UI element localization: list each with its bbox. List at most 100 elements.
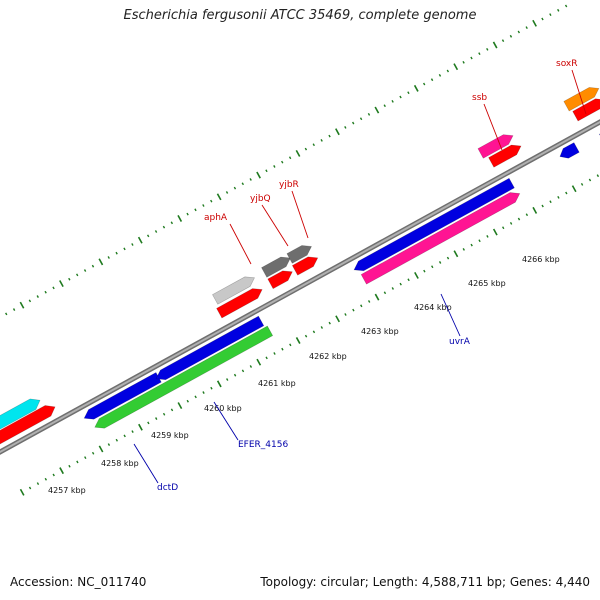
outer-tick-mark — [68, 277, 71, 281]
feature-gray-light — [212, 276, 256, 305]
inner-tick-mark — [517, 217, 521, 221]
outer-tick-mark — [478, 52, 481, 56]
feature-red-6 — [572, 98, 600, 122]
outer-tick-mark — [186, 212, 189, 216]
outer-tick-mark — [288, 156, 292, 160]
feature-red-1 — [0, 405, 56, 445]
outer-tick-mark — [335, 128, 340, 136]
outer-tick-mark — [146, 234, 150, 238]
inner-tick-mark — [170, 408, 174, 412]
outer-tick-mark — [352, 121, 355, 125]
outer-tick-mark — [541, 17, 544, 21]
scale-tick-label: 4257 kbp — [48, 486, 86, 495]
outer-tick-mark — [501, 39, 505, 43]
inner-tick-mark — [265, 356, 268, 360]
inner-tick-mark — [115, 438, 118, 442]
gene-callout-line — [291, 190, 309, 239]
outer-tick-mark — [407, 91, 410, 95]
inner-tick-mark — [502, 226, 505, 230]
outer-tick-mark — [131, 243, 134, 246]
inner-tick-mark — [407, 278, 410, 282]
outer-tick-mark — [170, 221, 174, 225]
outer-tick-mark — [5, 312, 8, 316]
feature-blue-4 — [559, 142, 580, 159]
outer-tick-mark — [525, 26, 528, 30]
inner-tick-mark — [453, 250, 459, 258]
backbone-highlight — [0, 120, 600, 454]
scale-tick-label: 4261 kbp — [258, 379, 296, 388]
scale-tick-label: 4263 kbp — [361, 327, 399, 336]
gene-callout-line — [571, 69, 587, 115]
outer-tick-mark — [98, 258, 104, 266]
inner-tick-mark — [525, 213, 529, 217]
gene-callout-line — [483, 103, 503, 151]
inner-tick-mark — [147, 421, 150, 425]
outer-tick-mark — [12, 308, 16, 311]
scale-tick-label: 4265 kbp — [468, 279, 506, 288]
outer-tick-mark — [399, 95, 402, 99]
inner-tick-mark — [478, 239, 481, 243]
outer-tick-mark — [453, 63, 459, 71]
outer-tick-mark — [241, 182, 244, 186]
outer-tick-mark — [492, 41, 498, 49]
inner-tick-mark — [557, 195, 560, 199]
inner-tick-mark — [68, 464, 71, 468]
outer-tick-mark — [328, 134, 331, 138]
inner-tick-mark — [295, 337, 301, 344]
inner-tick-mark — [399, 282, 402, 286]
inner-tick-mark — [320, 326, 324, 329]
scale-tick-label: 4260 kbp — [204, 404, 242, 413]
inner-tick-mark — [44, 477, 48, 481]
inner-tick-mark — [36, 482, 40, 486]
outer-tick-mark — [517, 30, 520, 34]
inner-tick-mark — [414, 271, 419, 279]
outer-tick-mark — [413, 84, 419, 92]
outer-tick-mark — [422, 82, 426, 86]
gene-callout-line — [229, 223, 252, 265]
inner-tick-mark — [138, 423, 143, 431]
scale-tick-label: 4258 kbp — [101, 459, 139, 468]
outer-tick-mark — [383, 104, 386, 108]
minor-ticks-group — [5, 4, 600, 496]
outer-tick-mark — [344, 126, 347, 129]
labels-group: 4257 kbp 4258 kbp 4259 kbp 4260 kbp 4261 kbp… — [48, 59, 587, 495]
feature-pink-2 — [360, 192, 521, 285]
inner-tick-mark — [91, 451, 95, 455]
outer-tick-mark — [91, 264, 95, 268]
inner-tick-mark — [383, 291, 387, 295]
outer-tick-mark — [19, 301, 25, 309]
outer-tick-mark — [154, 230, 158, 233]
outer-tick-mark — [249, 178, 252, 181]
outer-tick-mark — [304, 147, 308, 151]
inner-tick-mark — [374, 293, 380, 301]
inner-tick-mark — [28, 486, 32, 490]
inner-tick-mark — [462, 248, 465, 251]
inner-tick-mark — [596, 174, 600, 178]
outer-tick-mark — [564, 4, 568, 8]
inner-tick-mark — [335, 315, 340, 323]
inner-tick-mark — [446, 256, 450, 260]
inner-tick-mark — [423, 269, 426, 273]
gene-callout-line — [213, 401, 239, 441]
outer-tick-mark — [83, 269, 87, 272]
feature-pink-1 — [477, 134, 514, 159]
feature-red-5 — [488, 144, 522, 168]
scale-tick-label: 4266 kbp — [522, 255, 560, 264]
outer-tick-mark — [438, 73, 442, 77]
map-title: Escherichia fergusonii ATCC 35469, compl… — [123, 8, 477, 23]
inner-tick-mark — [360, 304, 363, 308]
inner-tick-mark — [565, 191, 568, 195]
feature-red-4 — [291, 256, 319, 276]
inner-tick-mark — [155, 417, 158, 420]
inner-tick-mark — [256, 358, 262, 366]
gene-label-ssb: ssb — [472, 93, 487, 103]
gene-callout-line — [261, 204, 289, 247]
inner-tick-mark — [210, 386, 213, 390]
gene-callout-line — [133, 443, 159, 484]
outer-tick-mark — [59, 280, 64, 287]
inner-tick-mark — [328, 321, 331, 325]
outer-tick-mark — [295, 149, 301, 157]
inner-tick-mark — [304, 334, 308, 338]
outer-tick-mark — [446, 69, 450, 73]
